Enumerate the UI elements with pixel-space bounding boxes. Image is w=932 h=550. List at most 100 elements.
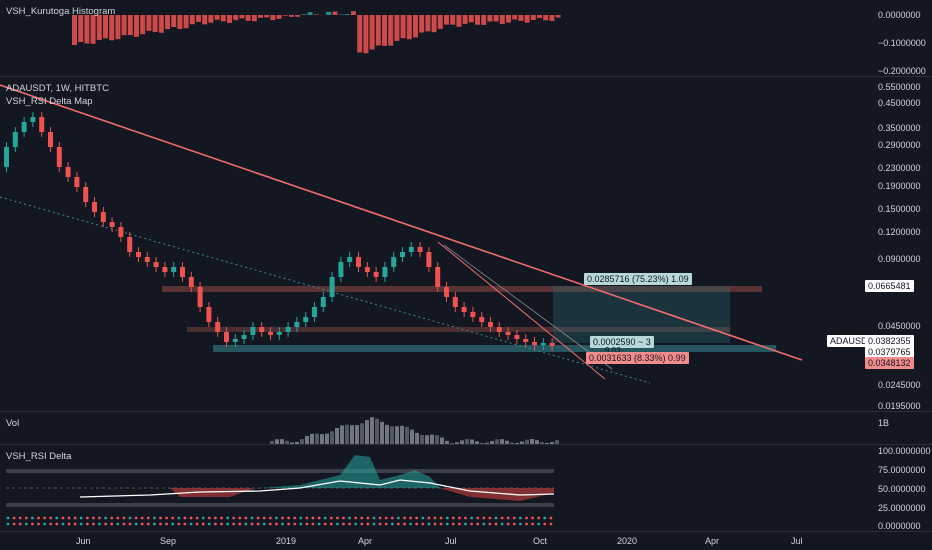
- volume-pane[interactable]: Vol: [0, 412, 865, 444]
- signal-dot: [494, 522, 498, 526]
- histogram-bar: [413, 15, 418, 38]
- kurutoga-price-axis[interactable]: 0.0000000 −0.1000000 −0.2000000: [865, 0, 932, 76]
- symbol-title[interactable]: ADAUSDT, 1W, HITBTC: [6, 83, 109, 94]
- rsi-delta-pane[interactable]: VSH_RSI Delta: [0, 445, 865, 531]
- time-tick: Sep: [160, 536, 177, 546]
- signal-dot: [482, 522, 486, 526]
- volume-bar: [400, 425, 404, 444]
- candle-body: [92, 202, 97, 212]
- candle-body: [118, 227, 124, 237]
- signal-dot: [354, 516, 358, 520]
- candle-body: [540, 343, 546, 345]
- histogram-bar: [208, 15, 214, 23]
- signal-dot: [421, 522, 425, 526]
- histogram-bar: [301, 14, 307, 15]
- signal-dot: [488, 522, 492, 526]
- volume-axis[interactable]: 1B: [865, 412, 932, 444]
- candle-body: [109, 222, 115, 227]
- pane-divider: [0, 531, 932, 532]
- histogram-bar: [282, 15, 288, 16]
- signal-dot: [220, 522, 223, 526]
- signal-dot: [177, 516, 181, 520]
- histogram-bar: [258, 15, 263, 18]
- signal-dot: [18, 516, 22, 520]
- kurutoga-histogram: [72, 11, 561, 54]
- signal-dot: [348, 516, 351, 520]
- time-tick: 2020: [617, 536, 638, 546]
- signal-dot: [476, 522, 480, 526]
- signal-dot: [12, 516, 16, 520]
- candle-body: [276, 332, 282, 335]
- volume-bar: [435, 435, 439, 444]
- signal-dot: [207, 522, 211, 526]
- signal-dot: [31, 522, 34, 526]
- candle-body: [400, 252, 405, 257]
- price-axis[interactable]: 0.5500000 0.4500000 0.3500000 0.2900000 …: [827, 77, 932, 411]
- volume-bar: [280, 439, 284, 444]
- price-pane[interactable]: ADAUSDT, 1W, HITBTC VSH_RSI Delta Map 0.…: [0, 77, 865, 411]
- candle-body: [100, 212, 106, 222]
- signal-dot: [390, 522, 394, 526]
- signal-dot: [506, 516, 510, 520]
- rsi-delta-axis[interactable]: 100.0000000 75.0000000 50.0000000 25.000…: [865, 445, 932, 531]
- descending-trendline: [0, 84, 803, 361]
- signal-dot: [201, 516, 205, 520]
- axis-tick: 0.0245000: [878, 380, 921, 390]
- volume-bar: [285, 440, 289, 444]
- histogram-bar: [214, 15, 220, 20]
- signal-dot: [104, 516, 107, 520]
- candle-body: [48, 132, 53, 147]
- histogram-bar: [351, 11, 356, 15]
- pane-divider[interactable]: [0, 444, 932, 445]
- volume-bar: [270, 441, 274, 444]
- rsi-delta-plot: [6, 455, 555, 526]
- signal-dot: [49, 522, 53, 526]
- histogram-bar: [121, 15, 127, 36]
- delta-fill-up: [260, 455, 440, 488]
- candle-body: [259, 327, 265, 332]
- signal-dot: [390, 516, 394, 520]
- candle-body: [144, 257, 150, 262]
- signal-dot: [445, 522, 449, 526]
- histogram-bar: [475, 15, 480, 25]
- kurutoga-pane[interactable]: VSH_Kurutoga Histogram: [0, 0, 865, 76]
- signal-dot: [207, 516, 211, 520]
- signal-dot: [67, 516, 71, 520]
- price-tag: 0.0348132: [865, 357, 914, 369]
- histogram-bar: [115, 15, 121, 40]
- volume-bar: [295, 441, 299, 444]
- signal-dot: [293, 522, 297, 526]
- signal-dot: [543, 522, 547, 526]
- signal-dot: [98, 516, 101, 520]
- pane-divider[interactable]: [0, 76, 932, 77]
- candle-body: [39, 117, 45, 132]
- signal-dot: [104, 522, 107, 526]
- signal-dot: [360, 522, 364, 526]
- pane-divider[interactable]: [0, 411, 932, 412]
- volume-bar: [325, 433, 329, 444]
- signal-dot: [12, 522, 16, 526]
- axis-tick: 0.0450000: [878, 321, 921, 331]
- level-tag: 0.0665481: [865, 280, 914, 292]
- volume-bar: [420, 434, 424, 444]
- signal-dot: [67, 522, 71, 526]
- axis-tick: 0.1900000: [878, 181, 921, 191]
- signal-dot: [165, 522, 169, 526]
- signal-dot: [24, 516, 28, 520]
- volume-bar: [465, 439, 469, 444]
- histogram-bar: [400, 15, 406, 39]
- signal-dot: [525, 522, 528, 526]
- signal-dot: [494, 516, 498, 520]
- volume-bar: [315, 433, 319, 444]
- histogram-bar: [183, 15, 189, 29]
- signal-dot: [482, 516, 486, 520]
- volume-bar: [330, 431, 334, 444]
- indicator-title[interactable]: VSH_RSI Delta Map: [6, 96, 93, 107]
- histogram-bar: [524, 15, 530, 23]
- signal-dot: [275, 522, 278, 526]
- band: [6, 469, 554, 473]
- histogram-bar: [245, 15, 251, 21]
- candle-body: [479, 317, 485, 322]
- signal-dot: [6, 522, 10, 526]
